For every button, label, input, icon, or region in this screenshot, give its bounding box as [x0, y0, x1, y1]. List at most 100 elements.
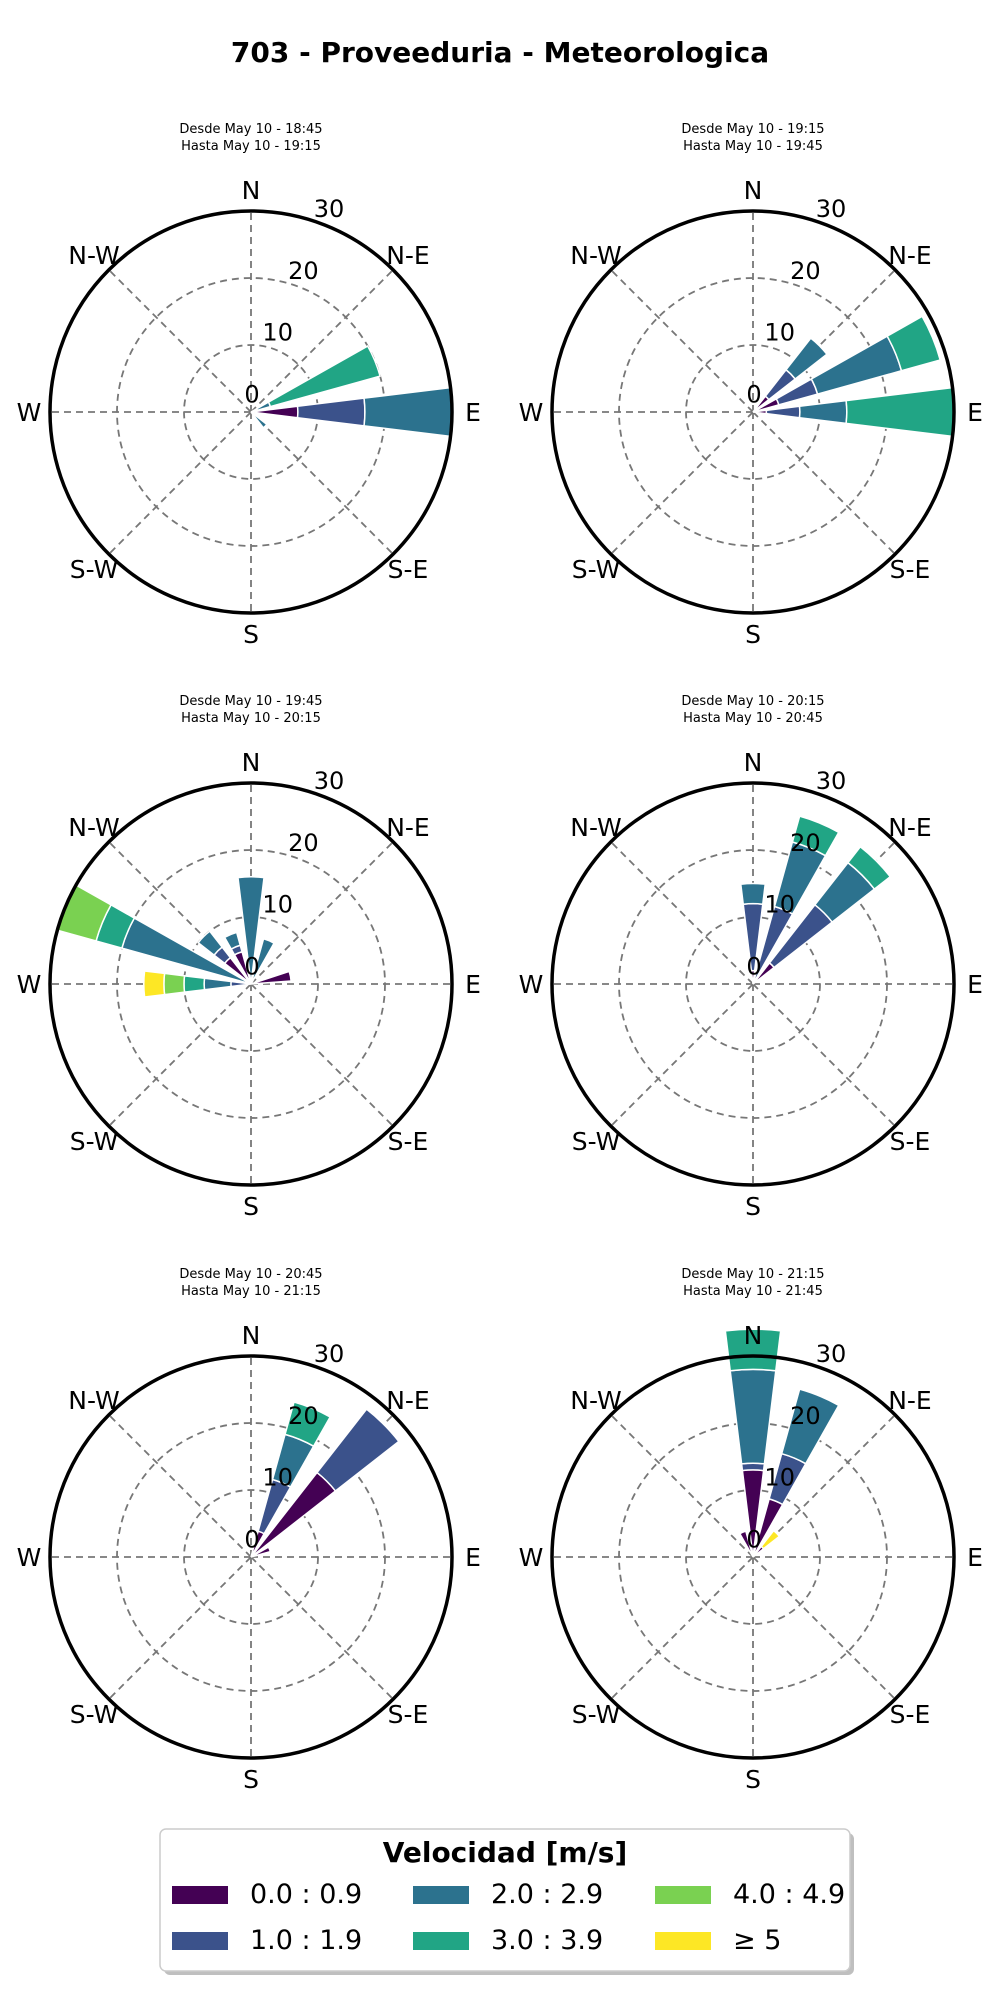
radial-tick-label: 30	[314, 1340, 345, 1368]
panel-subtitle: Desde May 10 - 18:45	[179, 122, 322, 137]
direction-label: N	[242, 176, 261, 205]
legend-label: 4.0 : 4.9	[733, 1879, 845, 1910]
grid-spoke	[752, 1556, 896, 1700]
windrose-panel: Desde May 10 - 19:15 Hasta May 10 - 19:45…	[519, 122, 983, 649]
legend: Velocidad [m/s] 0.0 : 0.9 1.0 : 1.9 2.0 : …	[159, 1828, 854, 1975]
wind-bar-segment	[296, 397, 366, 427]
direction-label: N-E	[386, 241, 430, 270]
outer-circle	[550, 781, 956, 1187]
panel-subtitle: Hasta May 10 - 21:45	[683, 1284, 823, 1299]
grid-spoke	[108, 841, 252, 985]
wind-bar-segment	[738, 1530, 754, 1558]
grid-spoke	[108, 1414, 252, 1558]
windrose-panel: Desde May 10 - 20:45 Hasta May 10 - 21:15…	[17, 1267, 481, 1794]
direction-label: N-E	[888, 813, 932, 842]
direction-label: S-W	[572, 1127, 621, 1156]
direction-label: W	[17, 1543, 42, 1572]
direction-label: S-E	[388, 1127, 429, 1156]
direction-label: W	[519, 398, 544, 427]
legend-label: 3.0 : 3.9	[491, 1925, 603, 1956]
windrose-panel: Desde May 10 - 21:15 Hasta May 10 - 21:45…	[519, 1267, 983, 1794]
radial-tick-label: 30	[816, 767, 847, 795]
outer-circle	[48, 781, 454, 1187]
wind-bar-segment	[250, 411, 268, 429]
legend-title: Velocidad [m/s]	[383, 1836, 628, 1869]
outer-circle	[48, 1354, 454, 1760]
direction-label: E	[967, 970, 983, 999]
radial-tick-label: 10	[764, 319, 795, 347]
wind-bar-segment	[791, 815, 840, 857]
wind-bar-segment	[197, 930, 224, 957]
direction-label: S-W	[572, 1700, 621, 1729]
panel-subtitle: Desde May 10 - 19:45	[179, 694, 322, 709]
direction-label: N-E	[888, 241, 932, 270]
direction-label: S-W	[70, 1700, 119, 1729]
direction-label: N	[242, 748, 261, 777]
radial-tick-label: 30	[314, 767, 345, 795]
grid-spoke	[250, 983, 394, 1127]
direction-label: S	[243, 1765, 259, 1794]
grid-spoke	[610, 411, 754, 555]
radial-tick-label: 0	[746, 381, 761, 409]
grid-spoke	[108, 1556, 252, 1700]
direction-label: S	[745, 620, 761, 649]
panel-subtitle: Hasta May 10 - 19:45	[683, 139, 823, 154]
direction-label: S-E	[890, 555, 931, 584]
direction-label: N-W	[570, 1386, 621, 1415]
radial-tick-label: 0	[244, 1526, 259, 1554]
legend-label: 1.0 : 1.9	[250, 1925, 362, 1956]
grid-spoke	[610, 841, 754, 985]
direction-label: N-E	[386, 1386, 430, 1415]
grid-spoke	[752, 411, 896, 555]
wind-bar-segment	[886, 315, 942, 372]
direction-label: N-W	[570, 813, 621, 842]
panel-subtitle: Hasta May 10 - 20:45	[683, 711, 823, 726]
direction-label: N-W	[68, 241, 119, 270]
panel-subtitle: Hasta May 10 - 21:15	[181, 1284, 321, 1299]
direction-label: W	[519, 970, 544, 999]
radial-tick-label: 10	[764, 891, 795, 919]
direction-label: N	[242, 1321, 261, 1350]
grid-spoke	[610, 983, 754, 1127]
direction-label: W	[17, 398, 42, 427]
figure-title: 703 - Proveeduria - Meteorologica	[231, 36, 769, 69]
legend-label: ≥ 5	[733, 1925, 781, 1956]
legend-swatch	[655, 1932, 711, 1950]
direction-label: N-E	[386, 813, 430, 842]
grid-spoke	[752, 983, 896, 1127]
wind-bar-segment	[765, 405, 801, 419]
radial-tick-label: 0	[244, 953, 259, 981]
direction-label: N	[744, 748, 763, 777]
radial-tick-label: 0	[746, 1526, 761, 1554]
radial-tick-label: 20	[288, 257, 319, 285]
radial-tick-label: 30	[816, 195, 847, 223]
windrose-panel: Desde May 10 - 19:45 Hasta May 10 - 20:15…	[17, 694, 481, 1221]
legend-swatch	[655, 1886, 711, 1904]
direction-label: N-W	[68, 1386, 119, 1415]
direction-label: E	[967, 1543, 983, 1572]
radial-tick-label: 30	[314, 195, 345, 223]
legend-label: 2.0 : 2.9	[491, 1879, 603, 1910]
radial-tick-label: 0	[244, 381, 259, 409]
direction-label: W	[519, 1543, 544, 1572]
wind-bar-segment	[163, 972, 186, 996]
radial-tick-label: 20	[790, 1402, 821, 1430]
panel-subtitle: Desde May 10 - 20:45	[179, 1267, 322, 1282]
direction-label: S	[243, 1192, 259, 1221]
wind-bar-segment	[223, 931, 242, 951]
direction-label: N-W	[570, 241, 621, 270]
direction-label: N	[744, 1321, 763, 1350]
grid-spoke	[752, 1414, 896, 1558]
radial-tick-label: 20	[790, 257, 821, 285]
direction-label: E	[967, 398, 983, 427]
direction-label: E	[465, 970, 481, 999]
direction-label: S-W	[572, 555, 621, 584]
windrose-panel: Desde May 10 - 18:45 Hasta May 10 - 19:15…	[17, 122, 481, 649]
direction-label: S-W	[70, 1127, 119, 1156]
wind-bar-segment	[740, 1462, 766, 1472]
wind-bar-segment	[798, 399, 848, 425]
radial-tick-label: 10	[764, 1464, 795, 1492]
panel-subtitle: Hasta May 10 - 20:15	[181, 711, 321, 726]
legend-swatch	[413, 1932, 469, 1950]
